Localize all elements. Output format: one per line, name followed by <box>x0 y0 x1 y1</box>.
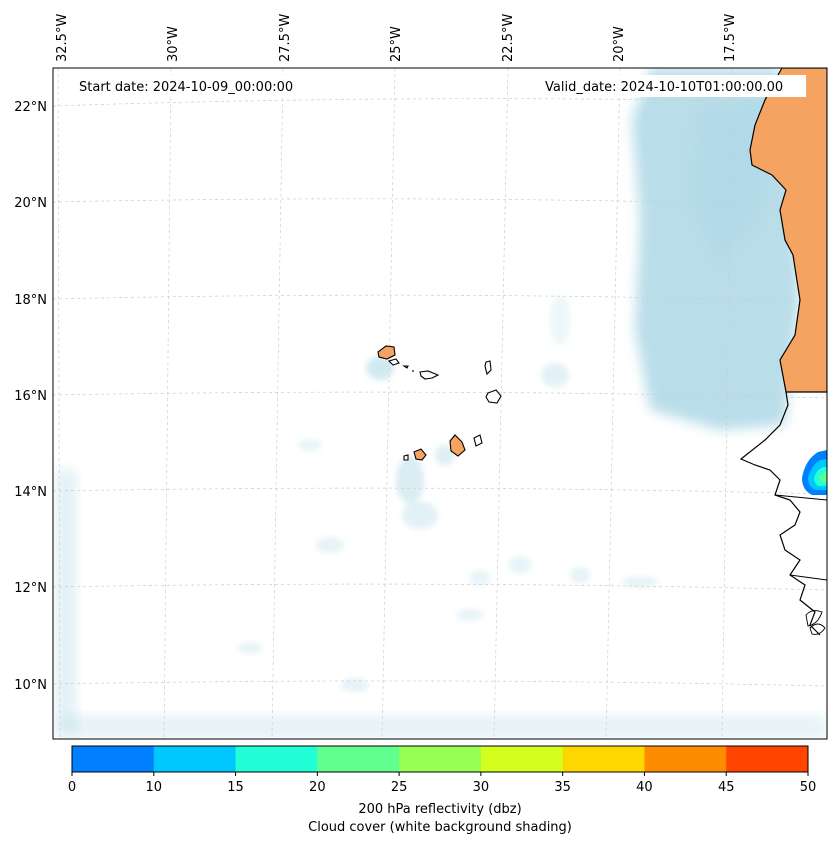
lon-label-17-5w: 17.5°W <box>723 14 738 62</box>
valid-date-box <box>540 75 806 97</box>
lat-label-14n: 14°N <box>14 485 47 500</box>
colorbar-swatch <box>480 746 564 772</box>
colorbar-frame <box>71 745 809 773</box>
lon-label-30w: 30°W <box>166 26 181 62</box>
colorbar-tick-label: 20 <box>309 780 326 795</box>
colorbar-tick-label: 0 <box>68 780 76 795</box>
map-frame <box>52 67 828 740</box>
valid-date-label: Valid_date: 2024-10-10T01:00:00.00 <box>545 80 783 95</box>
lon-label-20w: 20°W <box>612 26 627 62</box>
colorbar-tick-label: 30 <box>473 780 490 795</box>
colorbar-swatch <box>562 746 645 772</box>
colorbar-tick-label: 40 <box>636 780 653 795</box>
lon-label-25w: 25°W <box>389 26 404 62</box>
lat-label-16n: 16°N <box>14 389 47 404</box>
colorbar-swatches <box>72 746 809 772</box>
colorbar-swatch <box>72 746 155 772</box>
colorbar-tick-label: 45 <box>718 780 735 795</box>
lat-label-20n: 20°N <box>14 196 47 211</box>
colorbar-swatch <box>399 746 482 772</box>
lon-label-22-5w: 22.5°W <box>501 14 516 62</box>
lat-label-10n: 10°N <box>14 678 47 693</box>
colorbar: 0 10 15 20 25 30 35 40 45 50 200 hPa reflectivity… <box>68 745 816 835</box>
lon-label-27-5w: 27.5°W <box>278 14 293 62</box>
lon-label-32-5w: 32.5°W <box>55 14 70 62</box>
colorbar-sublabel: Cloud cover (white background shading) <box>308 820 572 835</box>
reflectivity-cell <box>802 450 827 495</box>
africa-coast <box>739 68 827 636</box>
colorbar-swatch <box>644 746 727 772</box>
graticule <box>53 68 827 739</box>
colorbar-tick-label: 50 <box>800 780 817 795</box>
colorbar-tick-label: 15 <box>227 780 244 795</box>
colorbar-tick-label: 25 <box>391 780 408 795</box>
start-date-box <box>74 75 316 97</box>
lat-label-22n: 22°N <box>14 100 47 115</box>
cape-verde-islands <box>377 345 502 461</box>
lat-label-18n: 18°N <box>14 293 47 308</box>
colorbar-swatch <box>317 746 400 772</box>
colorbar-label: 200 hPa reflectivity (dbz) <box>358 802 521 817</box>
colorbar-swatch <box>235 746 318 772</box>
colorbar-tick-label: 35 <box>554 780 571 795</box>
lat-label-12n: 12°N <box>14 581 47 596</box>
colorbar-swatch <box>153 746 237 772</box>
colorbar-tick-label: 10 <box>146 780 163 795</box>
colorbar-ticks: 0 10 15 20 25 30 35 40 45 50 <box>68 772 816 795</box>
colorbar-swatch <box>726 746 809 772</box>
start-date-label: Start date: 2024-10-09_00:00:00 <box>79 80 293 95</box>
